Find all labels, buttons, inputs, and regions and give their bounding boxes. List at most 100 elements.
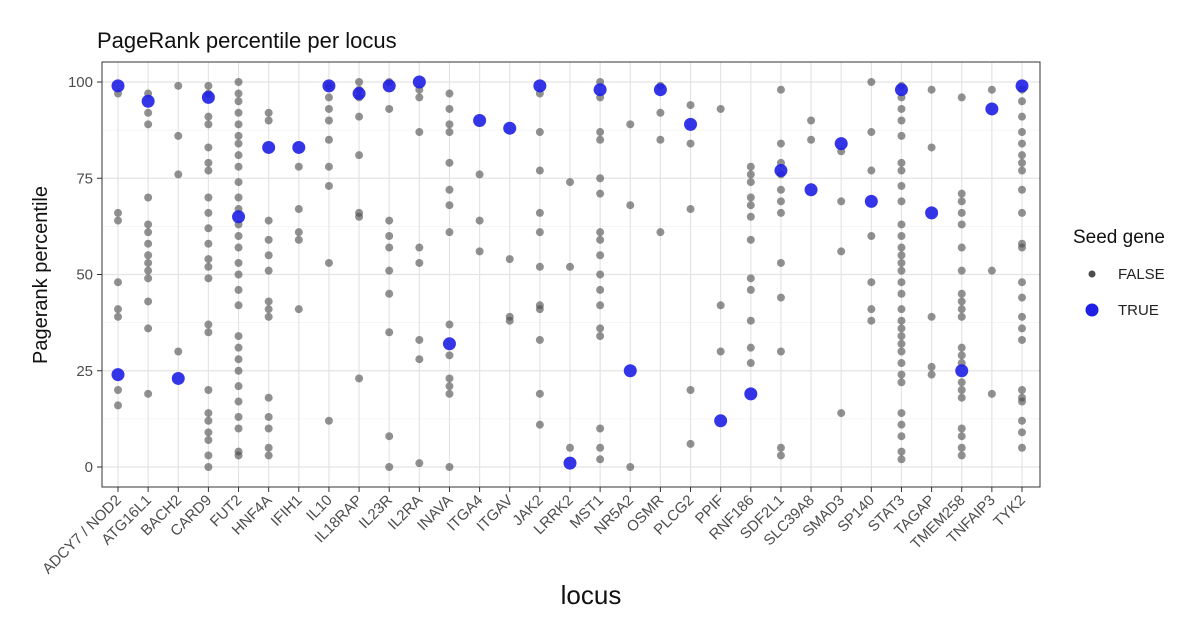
non-seed-gene-point xyxy=(1018,278,1026,287)
non-seed-gene-point xyxy=(957,305,966,314)
non-seed-gene-point xyxy=(897,181,906,190)
non-seed-gene-point xyxy=(415,128,424,137)
seed-gene-point xyxy=(864,194,878,208)
non-seed-gene-point xyxy=(1018,443,1026,452)
non-seed-gene-point xyxy=(746,212,755,221)
non-seed-gene-point xyxy=(897,378,906,387)
non-seed-gene-point xyxy=(1018,128,1026,137)
non-seed-gene-point xyxy=(264,251,273,260)
non-seed-gene-point xyxy=(234,120,243,129)
non-seed-gene-point xyxy=(204,451,213,460)
non-seed-gene-point xyxy=(174,81,183,90)
non-seed-gene-point xyxy=(355,374,364,383)
non-seed-gene-point xyxy=(897,116,906,125)
non-seed-gene-point xyxy=(897,370,906,379)
x-axis-title: locus xyxy=(561,580,622,610)
non-seed-gene-point xyxy=(746,316,755,325)
non-seed-gene-point xyxy=(535,389,544,398)
non-seed-gene-point xyxy=(234,139,243,148)
non-seed-gene-point xyxy=(596,228,605,237)
non-seed-gene-point xyxy=(264,305,273,314)
non-seed-gene-point xyxy=(144,120,153,129)
non-seed-gene-point xyxy=(204,112,213,121)
non-seed-gene-point xyxy=(746,201,755,210)
non-seed-gene-point xyxy=(1018,416,1026,425)
non-seed-gene-point xyxy=(897,447,906,456)
non-seed-gene-point xyxy=(626,120,635,129)
non-seed-gene-point xyxy=(204,224,213,233)
non-seed-gene-point xyxy=(776,293,785,302)
non-seed-gene-point xyxy=(415,93,424,102)
non-seed-gene-point xyxy=(957,220,966,229)
non-seed-gene-point xyxy=(324,135,333,144)
non-seed-gene-point xyxy=(174,131,183,140)
non-seed-gene-point xyxy=(234,397,243,406)
non-seed-gene-point xyxy=(385,432,394,441)
non-seed-gene-point xyxy=(294,228,303,237)
non-seed-gene-point xyxy=(776,347,785,356)
non-seed-gene-point xyxy=(957,424,966,433)
non-seed-gene-point xyxy=(927,312,936,321)
non-seed-gene-point xyxy=(1018,158,1026,167)
seed-gene-point xyxy=(533,79,547,93)
non-seed-gene-point xyxy=(566,262,574,271)
non-seed-gene-point xyxy=(264,297,273,306)
non-seed-gene-point xyxy=(415,335,424,344)
non-seed-gene-point xyxy=(957,451,966,460)
seed-gene-point xyxy=(804,183,818,197)
non-seed-gene-point xyxy=(355,78,364,86)
non-seed-gene-point xyxy=(957,266,966,275)
non-seed-gene-point xyxy=(566,443,574,452)
non-seed-gene-point xyxy=(324,416,333,425)
legend-title: Seed gene xyxy=(1073,227,1165,248)
seed-gene-point xyxy=(292,140,306,154)
non-seed-gene-point xyxy=(535,420,544,429)
non-seed-gene-point xyxy=(475,216,484,225)
non-seed-gene-point xyxy=(445,228,454,237)
non-seed-gene-point xyxy=(957,208,966,217)
non-seed-gene-point xyxy=(204,274,213,283)
non-seed-gene-point xyxy=(867,166,876,175)
non-seed-gene-point xyxy=(746,359,755,368)
non-seed-gene-point xyxy=(535,166,544,175)
seed-gene-point xyxy=(653,83,667,97)
non-seed-gene-point xyxy=(1018,185,1026,194)
non-seed-gene-point xyxy=(264,393,273,402)
seed-gene-point xyxy=(563,456,577,470)
seed-gene-point xyxy=(111,368,125,382)
non-seed-gene-point xyxy=(204,320,213,329)
non-seed-gene-point xyxy=(596,424,605,433)
non-seed-gene-point xyxy=(957,189,966,198)
non-seed-gene-point xyxy=(957,432,966,441)
seed-gene-point xyxy=(111,79,125,93)
non-seed-gene-point xyxy=(596,128,605,137)
non-seed-gene-point xyxy=(897,278,906,287)
non-seed-gene-point xyxy=(234,412,243,421)
non-seed-gene-point xyxy=(776,139,785,148)
non-seed-gene-point xyxy=(385,266,394,275)
non-seed-gene-point xyxy=(204,239,213,248)
non-seed-gene-point xyxy=(897,316,906,325)
non-seed-gene-point xyxy=(837,247,846,256)
non-seed-gene-point xyxy=(957,197,966,206)
non-seed-gene-point xyxy=(385,289,394,298)
non-seed-gene-point xyxy=(204,463,213,471)
non-seed-gene-point xyxy=(596,332,605,341)
non-seed-gene-point xyxy=(264,424,273,433)
non-seed-gene-point xyxy=(385,328,394,337)
legend-label-true: TRUE xyxy=(1118,302,1159,319)
seed-gene-point xyxy=(171,371,185,385)
non-seed-gene-point xyxy=(324,162,333,171)
non-seed-gene-point xyxy=(114,305,122,314)
non-seed-gene-point xyxy=(1018,428,1026,437)
non-seed-gene-point xyxy=(505,316,514,325)
non-seed-gene-point xyxy=(144,108,153,117)
non-seed-gene-point xyxy=(746,178,755,187)
non-seed-gene-point xyxy=(445,89,454,98)
non-seed-gene-point xyxy=(204,262,213,271)
y-tick-label: 25 xyxy=(76,363,93,380)
non-seed-gene-point xyxy=(204,436,213,445)
non-seed-gene-point xyxy=(987,85,996,94)
non-seed-gene-point xyxy=(656,135,665,144)
